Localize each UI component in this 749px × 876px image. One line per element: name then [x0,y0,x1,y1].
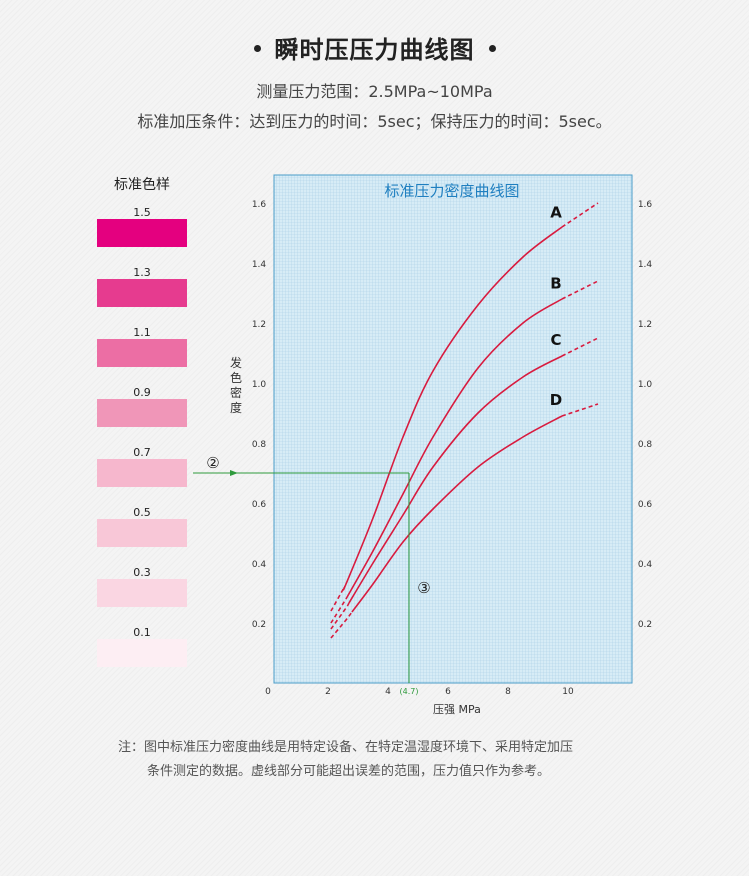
color-swatch [97,219,187,247]
swatch-label: 0.3 [133,566,151,579]
y-tick-label-right: 1.4 [638,260,653,270]
color-swatch [97,399,187,427]
y-tick-label-left: 1.6 [252,200,267,210]
y-tick-label-left: 0.6 [252,500,267,510]
page-title: 瞬时压压力曲线图 [0,30,749,65]
y-axis-label-char: 发 [229,356,242,370]
swatch-label: 0.1 [133,626,151,639]
x-tick-label: 0 [265,687,271,697]
x-axis-label: 压强 MPa [433,703,481,716]
bullet-dot-icon [488,45,496,52]
y-axis-label-text: 发色密度 [229,356,243,416]
series-label: B [550,275,561,293]
color-swatch [97,639,187,667]
x-tick-label: 6 [445,687,451,697]
series-a-dashed-end [561,202,599,228]
color-swatch [97,279,187,307]
swatch-label: 1.5 [133,206,151,219]
series-label: A [550,204,562,222]
series-b-dashed-start [330,598,347,624]
annotation-circled-3: ③ [417,579,430,597]
y-tick-label-right: 1.2 [638,320,652,330]
y-tick-label-right: 1.0 [638,380,653,390]
y-axis-label-char: 度 [229,401,242,415]
series-c-dashed-start [330,602,350,630]
series-c-dashed-end [561,337,599,357]
x-tick-label: 2 [325,687,331,697]
y-axis-label-char: 色 [229,371,242,385]
swatch-label: 0.7 [133,446,151,459]
swatch-label: 1.3 [133,266,151,279]
pressure-condition-text: 标准加压条件：达到压力的时间：5sec；保持压力的时间：5sec。 [137,112,612,131]
y-tick-label-left: 0.8 [252,440,267,450]
x-readout-label: (4.7) [400,687,419,696]
x-tick-label: 4 [385,687,391,697]
y-tick-label-left: 0.2 [252,620,266,630]
footnote-line-2: 条件测定的数据。虚线部分可能超出误差的范围，压力值只作为参考。 [147,764,551,779]
y-tick-label-right: 0.6 [638,500,653,510]
series-d-dashed-end [561,403,599,417]
series-a-dashed-start [330,586,346,612]
color-swatch [97,459,187,487]
x-tick-label: 8 [505,687,511,697]
y-tick-label-right: 0.2 [638,620,652,630]
series-label: C [550,331,561,349]
series-d-dashed-start [330,611,353,639]
annotation-circled-2: ② [206,454,219,472]
y-axis-label: 发色密度 [229,356,243,416]
y-tick-label-left: 0.4 [252,560,267,570]
plot-area [273,174,633,684]
y-tick-label-left: 1.4 [252,260,267,270]
pressure-range-text: 测量压力范围：2.5MPa~10MPa [256,82,493,101]
bullet-dot-icon [253,45,261,52]
y-tick-label-left: 1.0 [252,380,267,390]
color-swatch [97,339,187,367]
y-tick-label-right: 0.4 [638,560,653,570]
chart-title: 标准压力密度曲线图 [384,182,519,200]
series-c-line [348,355,563,604]
color-swatch [97,579,187,607]
y-tick-label-left: 1.2 [252,320,266,330]
series-d-line [351,415,563,613]
series-a-line [342,226,563,591]
swatch-title: 标准色样 [114,177,170,193]
color-swatch [97,519,187,547]
y-axis-label-char: 密 [229,386,242,400]
page-title-text: 瞬时压压力曲线图 [274,36,475,64]
y-tick-label-right: 1.6 [638,200,653,210]
y-tick-label-right: 0.8 [638,440,653,450]
series-label: D [550,391,562,409]
series-b-dashed-end [561,280,599,300]
swatch-label: 0.9 [133,386,151,399]
arrow-right-icon [230,470,238,476]
swatch-label: 0.5 [133,506,151,519]
x-tick-label: 10 [562,687,574,697]
swatch-label: 1.1 [133,326,151,339]
footnote-line-1: 注：图中标准压力密度曲线是用特定设备、在特定温湿度环境下、采用特定加压 [118,740,574,755]
series-b-line [345,298,563,600]
